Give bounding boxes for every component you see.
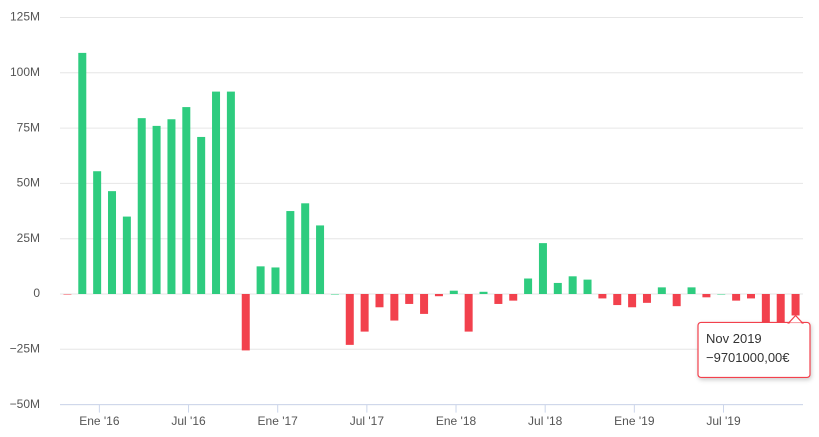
bar [286, 211, 295, 294]
y-tick-label: 0 [33, 286, 40, 300]
x-tick-label: Jul '18 [528, 414, 563, 428]
bar [93, 171, 102, 294]
bar [301, 203, 310, 294]
tooltip-title: Nov 2019 [706, 331, 762, 346]
bar [657, 287, 666, 294]
bar [137, 118, 146, 295]
x-tick-label: Ene '19 [614, 414, 655, 428]
bar [360, 294, 369, 332]
bar [568, 276, 577, 294]
bar [63, 294, 72, 295]
bar [598, 294, 607, 299]
bar [405, 294, 414, 304]
bar [434, 294, 443, 297]
bar [345, 294, 354, 345]
tooltip-pointer [787, 314, 804, 324]
bar [761, 294, 770, 328]
tooltip-value: −9701000,00€ [706, 350, 790, 365]
bar [538, 243, 547, 294]
bar [553, 282, 562, 294]
bar [479, 291, 488, 294]
bar [271, 267, 280, 294]
bar [746, 294, 755, 299]
x-tick-label: Ene '16 [79, 414, 120, 428]
bar [152, 125, 161, 294]
bar [494, 294, 503, 304]
bar [182, 107, 191, 294]
bar [776, 294, 785, 339]
bar [390, 294, 399, 321]
bar [672, 294, 681, 307]
y-tick-label: 75M [17, 120, 40, 134]
bar [212, 91, 221, 295]
bar [108, 191, 117, 294]
bar [583, 279, 592, 294]
x-tick-label: Ene '17 [258, 414, 299, 428]
bar [226, 91, 235, 295]
bar [375, 294, 384, 308]
bar [241, 294, 250, 351]
y-tick-label: −50M [10, 397, 40, 411]
bar [167, 119, 176, 294]
bar [524, 278, 533, 294]
bar [316, 225, 325, 294]
bar [449, 290, 458, 294]
y-tick-label: −25M [10, 341, 40, 355]
y-tick-label: 25M [17, 231, 40, 245]
bar [687, 287, 696, 294]
y-tick-label: 50M [17, 176, 40, 190]
bar [791, 294, 800, 316]
bar [642, 294, 651, 303]
bar [613, 294, 622, 306]
bar [628, 294, 637, 308]
x-tick-label: Ene '18 [436, 414, 477, 428]
bar [420, 294, 429, 314]
tooltip-box [697, 321, 811, 379]
bar [464, 294, 473, 332]
bar [732, 294, 741, 301]
bar [702, 294, 711, 298]
x-tick-label: Jul '17 [350, 414, 385, 428]
x-tick-label: Jul '16 [171, 414, 206, 428]
bar [330, 294, 339, 295]
bar [256, 266, 265, 294]
tooltip-pointer-cover [789, 323, 802, 326]
bar [78, 52, 87, 294]
y-tick-label: 125M [10, 10, 40, 24]
bar [509, 294, 518, 301]
tooltip: Nov 2019 −9701000,00€ [697, 314, 811, 379]
y-tick-label: 100M [10, 65, 40, 79]
bar [717, 294, 726, 295]
x-tick-label: Jul '19 [706, 414, 741, 428]
bar [197, 136, 206, 294]
bar [122, 216, 131, 294]
